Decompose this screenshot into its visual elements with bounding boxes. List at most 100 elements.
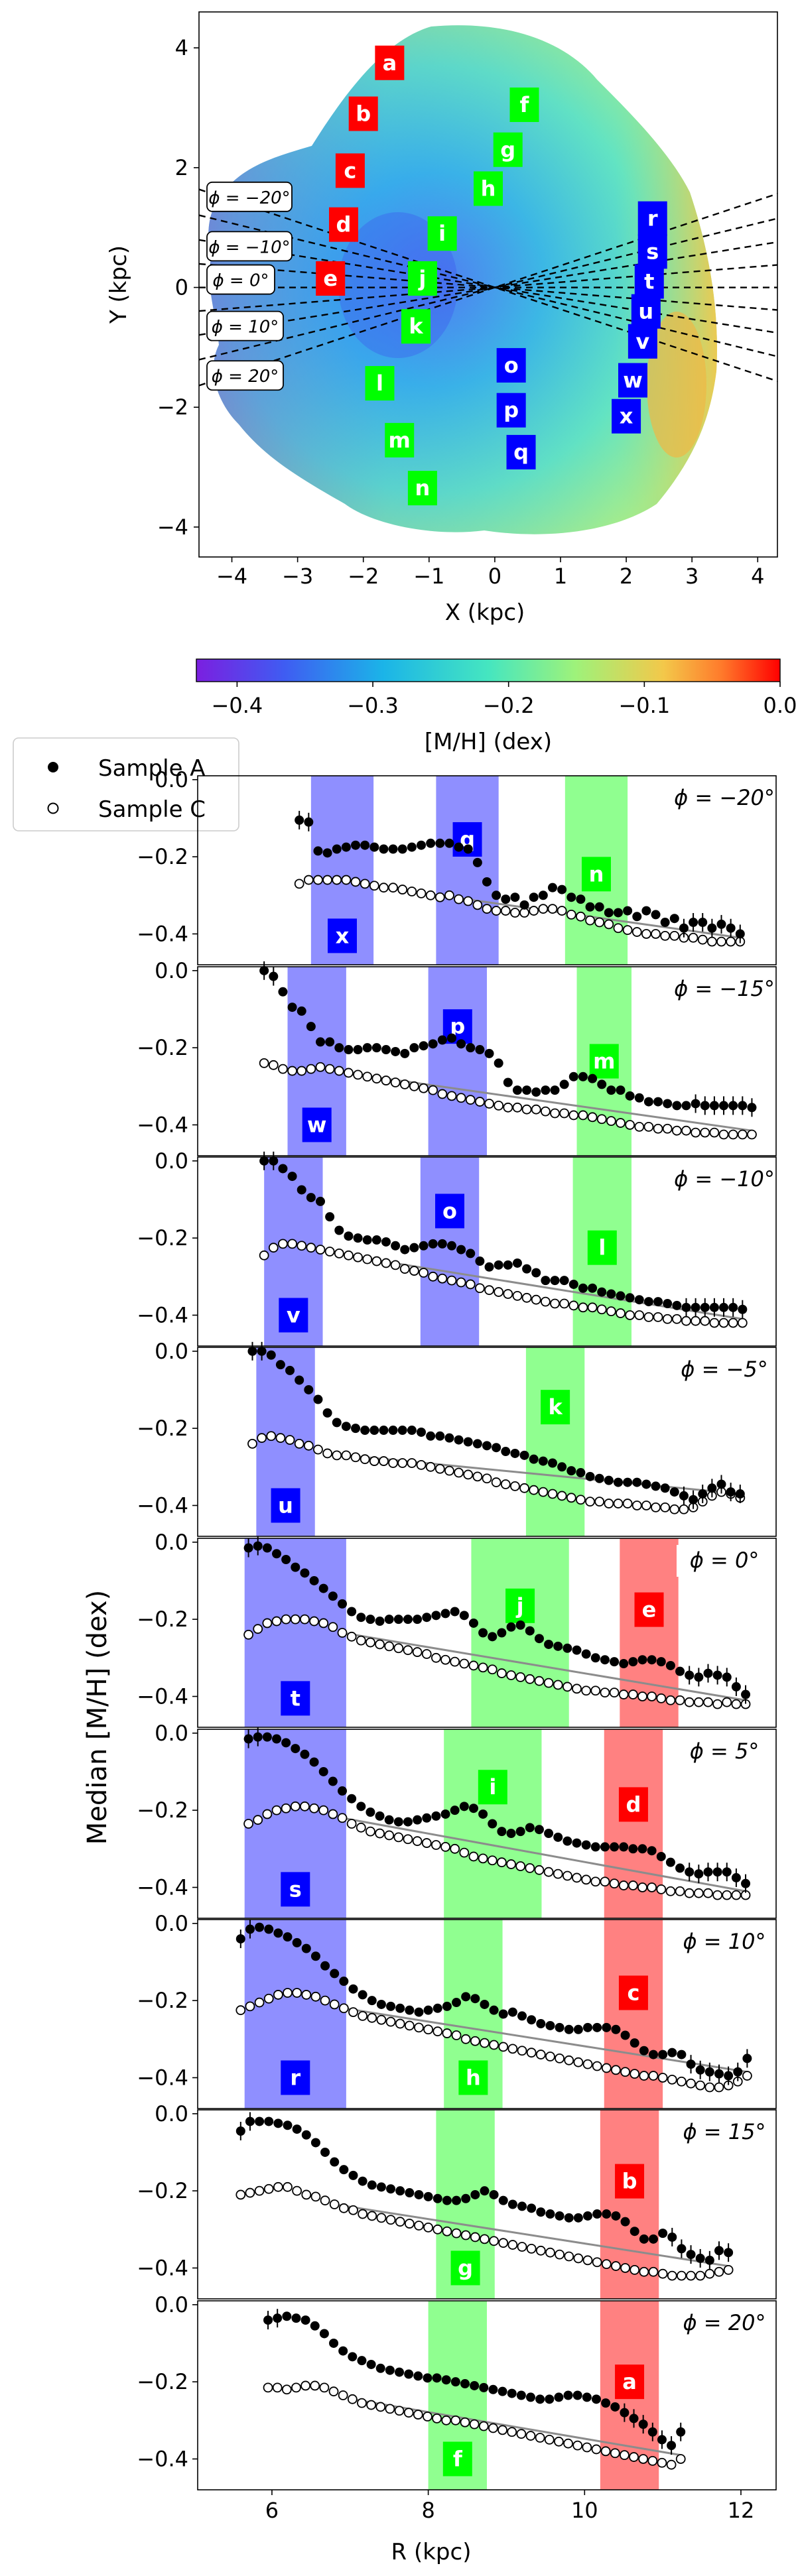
sample-a-point bbox=[669, 914, 679, 924]
sample-a-point bbox=[572, 2390, 582, 2400]
sample-a-point bbox=[262, 1543, 272, 1553]
sample-c-point bbox=[512, 1102, 523, 1113]
sample-c-point bbox=[714, 2266, 724, 2277]
sample-a-point bbox=[264, 2116, 274, 2126]
sample-c-point bbox=[657, 2073, 668, 2083]
sample-c-point bbox=[376, 2014, 387, 2025]
sample-c-point bbox=[468, 1660, 479, 1671]
sample-c-point bbox=[329, 2199, 340, 2209]
sample-c-point bbox=[257, 1433, 267, 1443]
sample-c-point bbox=[498, 2042, 509, 2052]
sample-a-point bbox=[677, 2050, 687, 2059]
sample-a-point bbox=[463, 1437, 473, 1447]
sample-a-point bbox=[405, 2005, 415, 2015]
panel-frame bbox=[197, 1729, 777, 1919]
sample-a-point bbox=[498, 2009, 508, 2019]
sample-c-point bbox=[431, 1840, 441, 1850]
sample-a-point bbox=[341, 1422, 351, 1432]
sample-c-point bbox=[407, 887, 417, 896]
sample-a-point bbox=[564, 2213, 574, 2223]
sample-c-point bbox=[611, 2261, 621, 2271]
sample-a-point bbox=[517, 2201, 527, 2211]
sample-c-point bbox=[507, 2044, 518, 2054]
sample-a-point bbox=[657, 2435, 667, 2445]
sample-c-point bbox=[446, 1275, 457, 1286]
region-band-box-a bbox=[615, 2364, 645, 2400]
region-box-g bbox=[493, 132, 523, 167]
sample-a-point bbox=[272, 1734, 282, 1744]
region-box-label: l bbox=[376, 371, 383, 396]
region-box-l bbox=[365, 366, 395, 401]
sample-c-point bbox=[515, 1672, 526, 1682]
sample-c-point bbox=[428, 1085, 438, 1095]
region-band-box-g bbox=[450, 2250, 480, 2286]
sample-c-point bbox=[320, 2195, 330, 2206]
sample-a-point bbox=[506, 1622, 516, 1632]
sample-a-point bbox=[318, 1583, 328, 1593]
sample-a-point bbox=[610, 2402, 620, 2412]
sample-c-point bbox=[381, 1258, 391, 1268]
sample-c-point bbox=[397, 1458, 408, 1468]
sample-c-point bbox=[268, 1060, 279, 1070]
sample-c-point bbox=[547, 1489, 558, 1499]
sample-a-point bbox=[384, 1815, 394, 1825]
sample-a-point bbox=[264, 1924, 274, 1934]
sample-a-point bbox=[235, 2126, 245, 2136]
sample-c-point bbox=[456, 1277, 466, 1288]
panel-frame bbox=[197, 1156, 777, 1347]
sample-c-point bbox=[482, 904, 492, 914]
sample-a-point bbox=[304, 817, 314, 827]
sample-a-point bbox=[463, 844, 473, 854]
sample-a-point bbox=[334, 1043, 344, 1053]
sample-c-point bbox=[245, 2001, 255, 2012]
sample-c-point bbox=[703, 1888, 713, 1898]
sample-a-point bbox=[376, 2182, 386, 2192]
sample-a-point bbox=[625, 1091, 635, 1101]
sample-a-point bbox=[741, 1689, 751, 1699]
sample-a-point bbox=[362, 1235, 372, 1245]
sample-a-point bbox=[339, 1977, 349, 1987]
sample-c-point bbox=[604, 919, 614, 930]
sample-c-point bbox=[562, 1682, 572, 1692]
sample-c-point bbox=[581, 1874, 592, 1885]
sample-a-point bbox=[620, 2217, 630, 2227]
region-box-label: g bbox=[500, 137, 515, 162]
sample-c-point bbox=[384, 1830, 395, 1841]
region-band-box-u bbox=[271, 1488, 300, 1523]
sample-a-point bbox=[460, 2379, 470, 2389]
sample-a-point bbox=[724, 2248, 734, 2258]
sample-c-point bbox=[425, 1461, 436, 1472]
colorbar-tick-label: −0.4 bbox=[212, 693, 263, 718]
trend-line bbox=[342, 1632, 746, 1701]
sample-c-point bbox=[620, 2067, 630, 2077]
sample-c-point bbox=[328, 1809, 338, 1819]
sample-a-point bbox=[613, 1477, 623, 1487]
sample-a-point bbox=[313, 1394, 323, 1404]
phi-label: ϕ = 0° bbox=[212, 271, 269, 291]
sample-c-point bbox=[259, 1058, 269, 1068]
map-ylabel: Y (kpc) bbox=[105, 245, 132, 324]
sample-a-point bbox=[619, 1659, 629, 1669]
region-box-s bbox=[637, 234, 667, 269]
sample-a-point bbox=[698, 1489, 708, 1499]
region-band-p bbox=[428, 967, 487, 1156]
region-band-box-t bbox=[281, 1681, 310, 1716]
sample-c-point bbox=[519, 1483, 529, 1493]
sample-c-point bbox=[521, 1292, 532, 1303]
sample-c-point bbox=[432, 2224, 443, 2235]
sample-c-point bbox=[245, 2187, 255, 2198]
sample-c-point bbox=[309, 1803, 319, 1813]
profile-panel: t j e 0.0 −0.2 −0.4 ϕ = 0° bbox=[137, 1530, 777, 1728]
sample-a-point bbox=[287, 1003, 297, 1012]
sample-a-point bbox=[295, 1375, 304, 1385]
y-tick-label: 0.0 bbox=[155, 1339, 188, 1364]
sample-a-point bbox=[712, 1670, 722, 1680]
sample-c-point bbox=[281, 2384, 292, 2395]
sample-a-point bbox=[675, 1863, 685, 1873]
sample-a-point bbox=[456, 1039, 466, 1049]
sample-a-point bbox=[497, 1628, 507, 1638]
region-band-box-e bbox=[634, 1592, 664, 1627]
sample-c-point bbox=[310, 2191, 321, 2202]
sample-a-point bbox=[456, 1245, 466, 1255]
sample-a-point bbox=[714, 2069, 724, 2079]
